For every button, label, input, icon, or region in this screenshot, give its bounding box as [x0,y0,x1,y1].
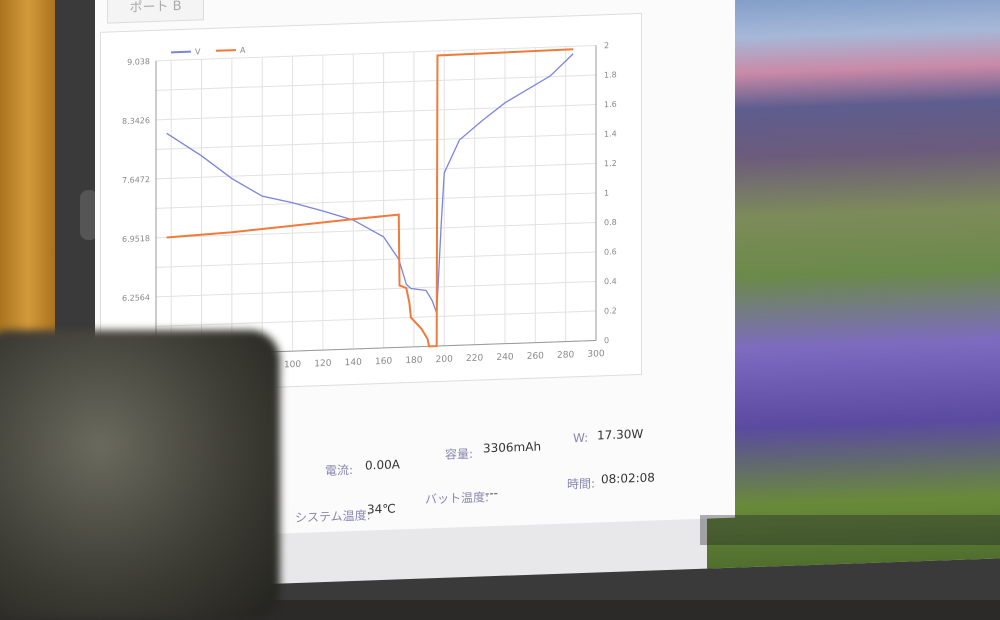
y-gridline [156,251,596,268]
y-right-tick-label: 1.8 [604,70,617,79]
battery-temp-value: --- [485,485,498,501]
x-tick-label: 200 [436,354,453,365]
x-tick-label: 260 [527,351,544,362]
legend-label-v: V [195,47,201,56]
y-right-tick-label: 1.2 [604,159,617,168]
series-line-v [166,53,574,314]
y-right-tick-label: 0 [604,336,609,345]
x-tick-label: 120 [314,359,331,370]
legend-swatch-a [216,49,236,52]
x-tick-label: 220 [466,353,483,364]
y-left-tick-label: 6.9518 [122,234,150,244]
y-right-tick-label: 2 [604,41,609,50]
y-left-tick-label: 6.2564 [122,293,150,303]
y-gridline [156,192,596,209]
power-label: W: [573,430,589,446]
desktop-wallpaper [707,0,1000,579]
x-tick-label: 280 [557,350,574,361]
y-right-tick-label: 1.6 [604,100,617,109]
tab-port-b[interactable]: ポート B [107,0,204,24]
taskbar [700,515,1000,545]
capacity-value: 3306mAh [483,439,542,456]
y-left-tick-label: 7.6472 [122,175,150,185]
y-right-tick-label: 0.8 [604,218,617,227]
y-gridline [156,310,596,327]
system-temp-label: システム温度: [295,508,371,526]
x-tick-label: 160 [375,357,392,368]
voltage-current-chart: 2040608010012014016018020022024026028030… [122,41,617,374]
capacity-label: 容量: [445,446,474,462]
monitor-screen: ポート B 2040608010012014016018020022024026… [95,0,1000,590]
y-gridline [156,104,596,121]
y-gridline [156,133,596,150]
x-tick-label: 300 [587,349,604,360]
current-value: 0.00A [365,457,400,473]
charger-app-window: ポート B 2040608010012014016018020022024026… [95,0,735,541]
blurred-device-foreground [0,330,280,620]
y-gridline [156,45,596,62]
y-right-tick-label: 0.6 [604,247,617,256]
power-value: 17.30W [597,426,644,443]
system-temp-value: 34℃ [367,501,396,517]
legend-swatch-v [171,50,191,54]
monitor-button [80,190,98,240]
series-line-a [166,48,574,348]
x-tick-label: 100 [284,360,301,371]
x-tick-label: 140 [345,358,362,369]
y-gridline [156,281,596,298]
y-gridline [156,222,596,239]
y-gridline [156,74,596,91]
y-right-tick-label: 1.4 [604,129,617,138]
y-right-tick-label: 1 [604,189,609,198]
battery-temp-label: バット温度: [425,490,490,507]
chart-panel: 2040608010012014016018020022024026028030… [100,12,642,394]
x-tick-label: 180 [405,356,422,367]
time-value: 08:02:08 [601,470,655,487]
y-left-tick-label: 8.3426 [122,116,150,126]
time-label: 時間: [567,476,596,492]
current-label: 電流: [325,462,354,478]
legend-label-a: A [240,46,246,55]
x-tick-label: 240 [496,352,513,363]
y-right-tick-label: 0.2 [604,306,617,315]
y-left-tick-label: 9.038 [127,57,150,67]
y-right-tick-label: 0.4 [604,277,617,286]
